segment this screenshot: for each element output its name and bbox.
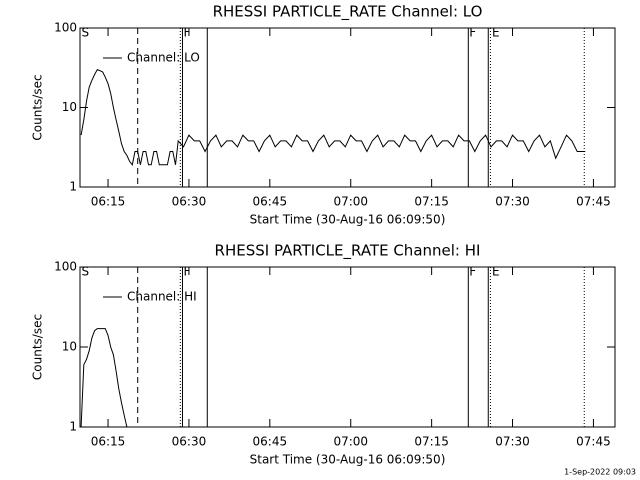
footer: 1-Sep-2022 09:03 (564, 468, 636, 477)
x-tick-label: 07:45 (576, 195, 611, 209)
x-tick-label: 07:30 (495, 195, 530, 209)
x-tick-label: 06:45 (253, 195, 288, 209)
event-flag: F (469, 26, 476, 40)
x-tick-label: 06:30 (172, 435, 207, 449)
series-line (80, 328, 128, 427)
x-axis-label: Start Time (30-Aug-16 06:09:50) (250, 213, 446, 227)
x-tick-label: 07:15 (414, 435, 449, 449)
event-flag: S (82, 265, 90, 279)
event-flag: E (492, 265, 500, 279)
event-flag: F (183, 265, 190, 279)
x-axis-label: Start Time (30-Aug-16 06:09:50) (250, 453, 446, 467)
y-axis-label: Counts/sec (31, 314, 45, 380)
y-axis-label: Counts/sec (31, 74, 45, 140)
x-tick-label: 07:00 (333, 195, 368, 209)
x-tick-label: 07:15 (414, 195, 449, 209)
x-tick-label: 06:45 (253, 435, 288, 449)
legend-label: Channel: HI (127, 290, 197, 304)
event-flag: F (469, 265, 476, 279)
y-tick-label: 100 (54, 260, 77, 274)
chart-title: RHESSI PARTICLE_RATE Channel: HI (215, 242, 481, 261)
event-flag: E (492, 26, 500, 40)
event-flag: S (82, 26, 90, 40)
x-tick-label: 06:15 (91, 195, 126, 209)
y-tick-label: 1 (69, 420, 77, 434)
x-tick-label: 07:45 (576, 435, 611, 449)
x-tick-label: 06:15 (91, 435, 126, 449)
legend-label: Channel: LO (127, 51, 200, 65)
event-flag: F (183, 26, 190, 40)
x-tick-label: 07:30 (495, 435, 530, 449)
x-tick-label: 06:30 (172, 195, 207, 209)
y-tick-label: 100 (54, 21, 77, 35)
y-tick-label: 10 (62, 340, 77, 354)
y-tick-label: 10 (62, 100, 77, 114)
y-tick-label: 1 (69, 180, 77, 194)
x-tick-label: 07:00 (333, 435, 368, 449)
chart-title: RHESSI PARTICLE_RATE Channel: LO (213, 3, 483, 22)
series-line (80, 68, 586, 166)
